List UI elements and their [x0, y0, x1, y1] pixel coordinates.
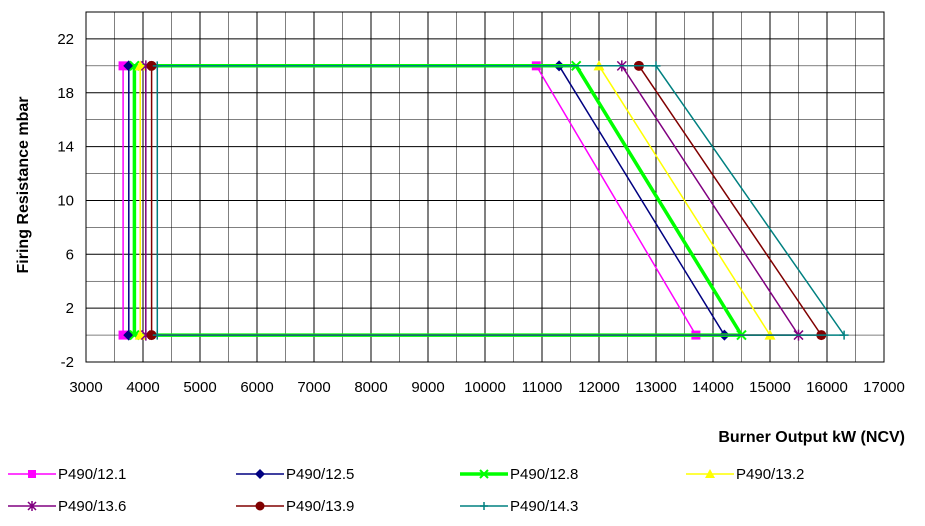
data-point	[255, 469, 265, 479]
x-tick-label: 16000	[806, 379, 848, 396]
ticks: 3000 4000 5000 6000 7000 8000 9000 10000 11000 12…	[57, 31, 905, 396]
legend-swatch	[236, 469, 284, 479]
data-point	[146, 330, 157, 341]
data-point	[118, 61, 128, 71]
series-layer	[118, 60, 849, 341]
x-tick-label: 4000	[126, 379, 159, 396]
legend-label: P490/13.6	[58, 497, 127, 515]
legend-label: P490/14.3	[510, 497, 579, 515]
y-tick-label: 18	[57, 85, 74, 102]
y-tick-label: 22	[57, 31, 74, 48]
legend-item: P490/13.9	[236, 496, 354, 516]
legend-item: P490/12.5	[236, 464, 354, 484]
x-axis-label: Burner Output kW (NCV)	[718, 429, 905, 446]
data-point	[255, 501, 265, 511]
legend-item: P490/14.3	[460, 496, 578, 516]
x-tick-label: 10000	[464, 379, 506, 396]
x-tick-label: 15000	[749, 379, 791, 396]
x-tick-label: 3000	[69, 379, 102, 396]
data-point	[27, 501, 37, 511]
legend-swatch	[460, 469, 508, 479]
legend-label: P490/12.5	[286, 465, 355, 483]
legend-label: P490/12.1	[58, 465, 127, 483]
legend-label: P490/12.8	[510, 465, 579, 483]
data-point	[651, 61, 661, 71]
y-tick-label: 10	[57, 192, 74, 209]
x-tick-label: 6000	[240, 379, 273, 396]
data-point	[839, 330, 849, 340]
x-tick-label: 5000	[183, 379, 216, 396]
legend-swatch	[686, 469, 734, 478]
legend-label: P490/13.9	[286, 497, 355, 515]
data-point	[705, 469, 715, 478]
legend-swatch	[460, 502, 508, 510]
x-tick-label: 14000	[692, 379, 734, 396]
legend-item: P490/13.6	[8, 496, 126, 516]
legend-swatch	[8, 470, 56, 478]
series-7	[152, 61, 849, 340]
data-point	[28, 470, 36, 478]
y-tick-label: 14	[57, 139, 74, 156]
y-tick-label: 6	[66, 246, 74, 263]
x-tick-label: 17000	[863, 379, 905, 396]
data-point	[480, 502, 488, 510]
x-tick-label: 8000	[354, 379, 387, 396]
data-point	[146, 60, 157, 71]
data-point	[479, 469, 489, 479]
legend-item: P490/12.8	[460, 464, 578, 484]
x-tick-label: 7000	[297, 379, 330, 396]
data-point	[152, 61, 162, 71]
y-axis-label: Firing Resistance mbar	[15, 97, 32, 274]
x-tick-label: 12000	[578, 379, 620, 396]
y-tick-label: -2	[61, 354, 74, 371]
legend-item: P490/13.2	[686, 464, 804, 484]
y-tick-label: 2	[66, 300, 74, 317]
x-tick-label: 9000	[411, 379, 444, 396]
data-point	[118, 330, 128, 340]
x-tick-label: 13000	[635, 379, 677, 396]
x-tick-label: 11000	[522, 379, 563, 396]
legend-label: P490/13.2	[736, 465, 805, 483]
data-point	[152, 330, 162, 340]
legend-swatch	[8, 501, 56, 511]
grid	[85, 11, 885, 363]
legend-item: P490/12.1	[8, 464, 126, 484]
legend-swatch	[236, 501, 284, 511]
